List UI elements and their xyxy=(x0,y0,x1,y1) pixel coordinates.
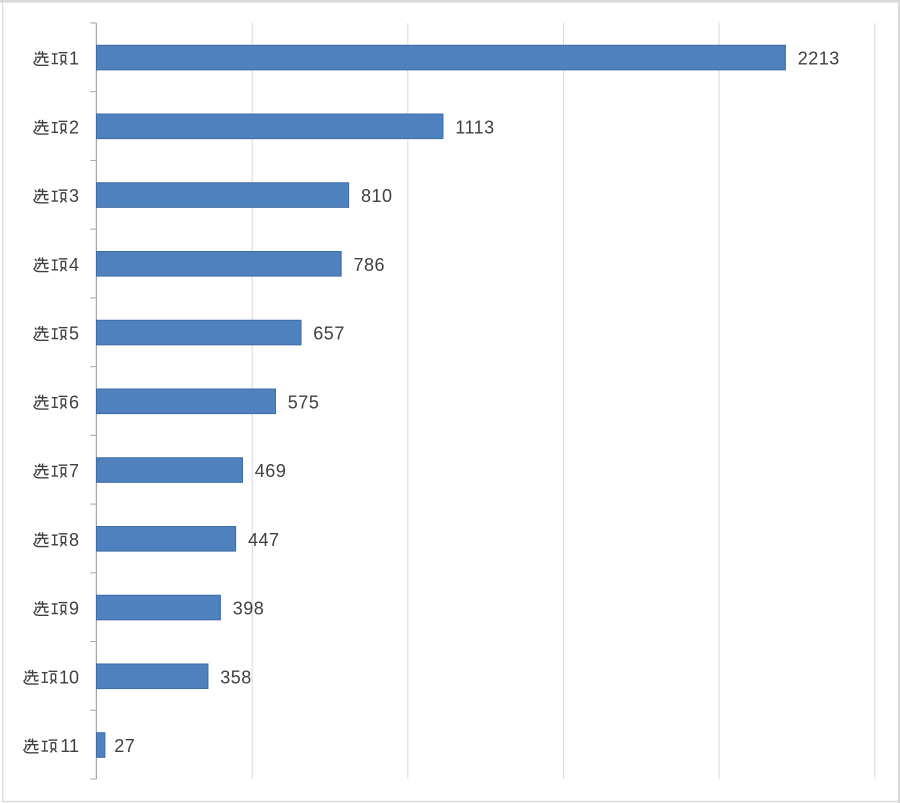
svg-text:2213: 2213 xyxy=(798,49,840,69)
svg-text:10: 10 xyxy=(59,667,79,687)
svg-text:9: 9 xyxy=(69,599,79,619)
svg-text:575: 575 xyxy=(288,392,320,412)
svg-text:810: 810 xyxy=(361,186,393,206)
svg-text:8: 8 xyxy=(69,530,79,550)
svg-text:11: 11 xyxy=(60,736,79,756)
svg-text:27: 27 xyxy=(114,736,135,756)
svg-text:5: 5 xyxy=(69,324,79,344)
svg-text:469: 469 xyxy=(255,461,287,481)
svg-text:3: 3 xyxy=(69,186,79,206)
svg-text:7: 7 xyxy=(69,461,79,481)
svg-text:1: 1 xyxy=(69,49,79,69)
svg-text:6: 6 xyxy=(69,392,79,412)
svg-text:398: 398 xyxy=(233,599,265,619)
svg-text:447: 447 xyxy=(248,530,280,550)
svg-text:657: 657 xyxy=(313,324,345,344)
svg-text:2: 2 xyxy=(69,117,79,137)
svg-text:1113: 1113 xyxy=(455,117,494,137)
svg-text:358: 358 xyxy=(220,667,252,687)
svg-text:4: 4 xyxy=(69,255,79,275)
svg-text:786: 786 xyxy=(354,255,386,275)
